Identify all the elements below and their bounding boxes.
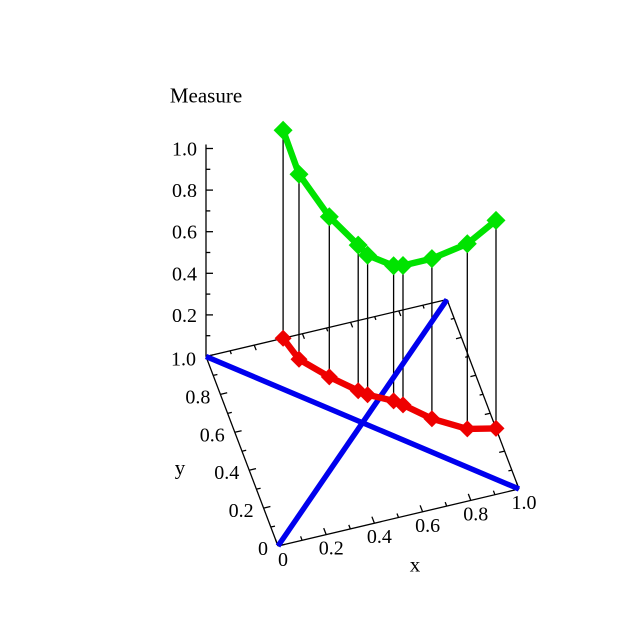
right-edge-tick — [508, 469, 512, 472]
x-axis-tick-label: 0.8 — [463, 503, 488, 525]
right-edge-tick — [479, 393, 484, 396]
right-edge-tick — [470, 374, 476, 378]
y-axis-tick-label: 1.0 — [171, 349, 196, 371]
y-axis-tick — [220, 392, 228, 396]
measure-point-marker — [319, 207, 339, 227]
measure-point-marker — [358, 245, 378, 265]
y-axis-tick — [227, 411, 232, 415]
y-axis-tick — [249, 467, 257, 471]
measure-point-marker — [486, 210, 506, 230]
y-axis-tick — [270, 525, 276, 528]
projection-point-marker — [487, 419, 505, 437]
projection-point-marker — [320, 368, 338, 386]
x-axis-tick-label: 0.6 — [415, 515, 440, 537]
y-axis-tick — [213, 373, 218, 377]
diagonal-line-anti — [204, 354, 521, 492]
y-axis-tick — [241, 449, 247, 452]
y-axis-tick — [234, 430, 242, 433]
top-edge-tick — [229, 350, 232, 355]
right-edge-tick — [499, 450, 505, 454]
projection-point-marker — [423, 410, 441, 428]
x-axis-tick — [299, 536, 303, 541]
measure-point-marker — [273, 120, 293, 140]
measure-point-marker — [348, 235, 368, 255]
top-edge-tick — [349, 322, 354, 328]
x-axis-tick-label: 0.4 — [367, 526, 392, 548]
right-edge-tick — [484, 412, 491, 416]
y-axis-tick-label: 0.4 — [214, 462, 239, 484]
y-axis-tick-label: 0 — [258, 538, 268, 560]
measure-point-marker — [422, 249, 442, 269]
top-edge-tick — [301, 333, 306, 340]
x-axis-tick — [396, 513, 400, 518]
measure-point-marker — [289, 164, 309, 184]
y-axis-tick — [256, 487, 261, 490]
z-axis-tick-label: 0.2 — [172, 305, 197, 327]
x-axis-tick — [419, 505, 424, 513]
projection-curve — [279, 335, 500, 433]
measure-curve — [279, 127, 500, 269]
right-edge-tick — [455, 336, 462, 340]
z-axis-tick-label: 0.6 — [172, 222, 197, 244]
x-axis-tick-label: 1.0 — [512, 492, 537, 514]
z-axis-tick-label: 0.4 — [172, 263, 197, 285]
x-axis-tick — [444, 501, 448, 507]
top-edge-tick — [325, 327, 329, 332]
x-axis-tick — [323, 527, 327, 535]
z-axis-title: Measure — [169, 83, 243, 108]
measure-point-marker — [393, 256, 413, 275]
y-axis-tick-label: 0.8 — [185, 386, 210, 408]
right-edge — [446, 299, 520, 490]
projection-point-marker — [359, 386, 377, 404]
x-axis-tick — [467, 493, 472, 501]
projection-point-marker — [274, 329, 292, 347]
x-axis-tick-label: 0.2 — [319, 538, 344, 560]
x-axis-tick — [348, 524, 351, 530]
y-axis-tick — [263, 505, 271, 509]
z-axis-tick-label: 0.8 — [172, 180, 197, 202]
y-axis-label: y — [174, 455, 186, 480]
x-axis-label: x — [409, 552, 421, 577]
top-edge-tick — [253, 344, 257, 351]
right-edge-tick — [450, 317, 455, 320]
top-edge-tick — [422, 304, 425, 309]
x-axis-tick-label: 0 — [278, 549, 288, 571]
z-axis-tick-label: 1.0 — [172, 139, 197, 161]
projection-point-marker — [290, 350, 308, 368]
y-axis-tick-label: 0.2 — [229, 500, 254, 522]
top-edge-tick — [398, 310, 402, 317]
top-edge-tick — [374, 316, 377, 321]
x-axis-tick — [492, 490, 496, 495]
projection-point-marker — [394, 396, 412, 414]
x-axis-tick — [371, 516, 376, 524]
projection-point-marker — [458, 420, 476, 438]
y-axis-tick-label: 0.6 — [200, 424, 225, 446]
measure-point-marker — [457, 234, 477, 254]
